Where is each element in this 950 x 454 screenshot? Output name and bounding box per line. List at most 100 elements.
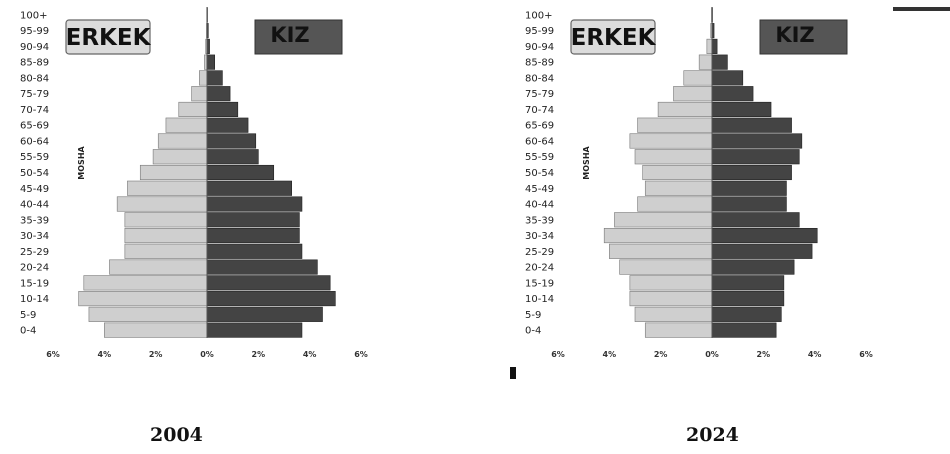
- x-tick-label: 4%: [808, 350, 822, 359]
- age-label: 25-29: [20, 247, 49, 258]
- female-bar: [712, 228, 817, 243]
- female-bar: [712, 323, 776, 338]
- female-bar: [207, 260, 317, 275]
- x-tick-label: 0%: [705, 350, 719, 359]
- female-bar: [712, 260, 794, 275]
- female-bar: [712, 165, 792, 180]
- x-tick-label: 2%: [252, 350, 266, 359]
- female-bar: [712, 197, 786, 212]
- legend-female-label: KIZ: [270, 23, 309, 47]
- female-bar: [207, 228, 299, 243]
- age-label: 100+: [20, 10, 47, 21]
- female-bar: [207, 86, 230, 101]
- age-label: 20-24: [525, 263, 554, 274]
- x-tick-label: 6%: [551, 350, 565, 359]
- x-tick-label: 4%: [603, 350, 617, 359]
- male-bar: [614, 213, 712, 228]
- male-bar: [153, 149, 207, 164]
- male-bar: [645, 323, 712, 338]
- female-bar: [712, 102, 771, 117]
- male-bar: [192, 86, 207, 101]
- age-label: 95-99: [20, 26, 49, 37]
- male-bar: [89, 307, 207, 322]
- male-bar: [166, 118, 207, 133]
- age-label: 55-59: [525, 152, 554, 163]
- x-tick-label: 2%: [654, 350, 668, 359]
- age-label: 10-14: [20, 294, 49, 305]
- male-bar: [707, 39, 712, 54]
- female-bar: [207, 213, 299, 228]
- age-label: 65-69: [20, 121, 49, 132]
- female-bar: [207, 307, 323, 322]
- female-bar: [712, 307, 781, 322]
- female-bar: [207, 197, 302, 212]
- male-bar: [630, 291, 712, 306]
- legend-male-label: ERKEK: [66, 25, 152, 51]
- male-bar: [158, 134, 207, 149]
- male-bar: [127, 181, 207, 196]
- male-bar: [125, 228, 207, 243]
- male-bar: [79, 291, 207, 306]
- age-label: 45-49: [20, 184, 49, 195]
- age-label: 90-94: [20, 42, 49, 53]
- female-bar: [207, 55, 215, 70]
- age-label: 35-39: [20, 215, 49, 226]
- age-label: 5-9: [525, 310, 541, 321]
- age-label: 85-89: [525, 58, 554, 69]
- male-bar: [643, 165, 712, 180]
- female-bar: [207, 291, 335, 306]
- age-label: 0-4: [525, 326, 541, 337]
- age-label: 60-64: [20, 136, 49, 147]
- male-bar: [609, 244, 712, 259]
- y-axis-title: MOSHA: [77, 145, 86, 179]
- x-tick-label: 6%: [354, 350, 368, 359]
- female-bar: [207, 149, 258, 164]
- decorative-line: [893, 7, 950, 11]
- age-label: 45-49: [525, 184, 554, 195]
- female-bar: [712, 86, 753, 101]
- male-bar: [199, 71, 207, 86]
- female-bar: [207, 102, 238, 117]
- legend-female: KIZ: [760, 20, 847, 54]
- male-bar: [630, 134, 712, 149]
- male-bar: [104, 323, 207, 338]
- x-tick-label: 2%: [757, 350, 771, 359]
- male-bar: [109, 260, 207, 275]
- female-bar: [712, 244, 812, 259]
- age-label: 50-54: [525, 168, 554, 179]
- female-bar: [712, 213, 799, 228]
- age-label: 55-59: [20, 152, 49, 163]
- x-tick-label: 2%: [149, 350, 163, 359]
- age-label: 15-19: [20, 278, 49, 289]
- female-bar: [712, 181, 786, 196]
- age-label: 35-39: [525, 215, 554, 226]
- age-label: 20-24: [20, 263, 49, 274]
- x-tick-label: 4%: [303, 350, 317, 359]
- female-bar: [207, 71, 222, 86]
- male-bar: [117, 197, 207, 212]
- legend-male-label: ERKEK: [571, 25, 657, 51]
- female-bar: [712, 118, 792, 133]
- age-label: 65-69: [525, 121, 554, 132]
- male-bar: [604, 228, 712, 243]
- x-tick-label: 4%: [98, 350, 112, 359]
- female-bar: [207, 134, 256, 149]
- male-bar: [684, 71, 712, 86]
- age-label: 30-34: [20, 231, 49, 242]
- age-label: 75-79: [20, 89, 49, 100]
- age-label: 80-84: [20, 73, 49, 84]
- male-bar: [630, 276, 712, 291]
- age-label: 60-64: [525, 136, 554, 147]
- age-label: 100+: [525, 10, 552, 21]
- chart-title-2004: 2004: [150, 424, 203, 446]
- female-bar: [712, 55, 727, 70]
- male-bar: [638, 118, 712, 133]
- pyramid-svg-2004: 0-45-910-1415-1920-2425-2930-3435-3940-4…: [0, 0, 380, 450]
- age-label: 70-74: [20, 105, 49, 116]
- male-bar: [635, 149, 712, 164]
- male-bar: [699, 55, 712, 70]
- female-bar: [712, 276, 784, 291]
- age-label: 85-89: [20, 58, 49, 69]
- female-bar: [712, 71, 743, 86]
